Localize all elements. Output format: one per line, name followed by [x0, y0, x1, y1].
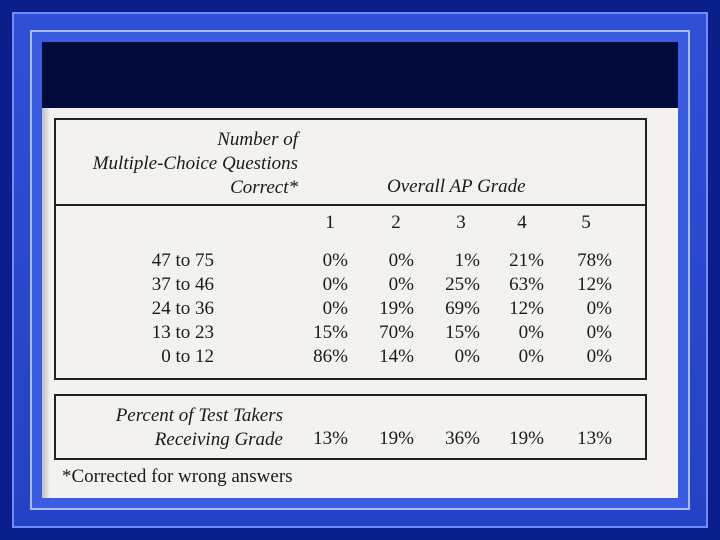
- summary-label-line: Receiving Grade: [154, 429, 283, 450]
- table-cell: 12%: [509, 298, 544, 319]
- row-header-line: Number of: [217, 129, 298, 150]
- summary-table-border: [54, 394, 647, 460]
- table-cell: 14%: [379, 346, 414, 367]
- header-divider: [54, 204, 647, 206]
- summary-label-line: Percent of Test Takers: [115, 405, 283, 426]
- score-range-label: 0 to 12: [161, 346, 214, 367]
- score-range-label: 47 to 75: [151, 250, 214, 271]
- table-cell: 0%: [586, 346, 612, 367]
- row-header-label: Number of Multiple-Choice Questions Corr…: [68, 128, 298, 200]
- score-range-label: 37 to 46: [151, 274, 214, 295]
- table-cell: 0%: [322, 274, 348, 295]
- summary-label: Percent of Test Takers Receiving Grade: [68, 404, 283, 452]
- table-cell: 15%: [445, 322, 480, 343]
- summary-cell: 13%: [577, 428, 612, 449]
- table-cell: 0%: [518, 322, 544, 343]
- summary-cell: 19%: [509, 428, 544, 449]
- table-cell: 0%: [322, 298, 348, 319]
- table-cell: 86%: [313, 346, 348, 367]
- table-cell: 1%: [454, 250, 480, 271]
- table-cell: 69%: [445, 298, 480, 319]
- table-cell: 78%: [577, 250, 612, 271]
- table-cell: 0%: [388, 250, 414, 271]
- table-cell: 19%: [379, 298, 414, 319]
- row-header-line: Correct*: [230, 177, 298, 198]
- column-group-header: Overall AP Grade: [387, 176, 526, 197]
- table-cell: 0%: [454, 346, 480, 367]
- summary-cell: 13%: [313, 428, 348, 449]
- table-cell: 21%: [509, 250, 544, 271]
- table-cell: 0%: [518, 346, 544, 367]
- score-range-label: 13 to 23: [151, 322, 214, 343]
- row-header-line: Multiple-Choice Questions: [92, 153, 298, 174]
- table-cell: 63%: [509, 274, 544, 295]
- footnote: *Corrected for wrong answers: [62, 466, 293, 487]
- score-range-label: 24 to 36: [151, 298, 214, 319]
- table-cell: 70%: [379, 322, 414, 343]
- table-cell: 12%: [577, 274, 612, 295]
- scanned-page-edge: [42, 108, 50, 498]
- grade-column-header: 3: [456, 212, 466, 233]
- summary-cell: 36%: [445, 428, 480, 449]
- table-cell: 0%: [388, 274, 414, 295]
- table-cell: 25%: [445, 274, 480, 295]
- grade-column-header: 2: [391, 212, 401, 233]
- score-table-border: [54, 118, 647, 380]
- summary-cell: 19%: [379, 428, 414, 449]
- grade-column-header: 1: [325, 212, 335, 233]
- table-cell: 0%: [586, 322, 612, 343]
- table-cell: 0%: [322, 250, 348, 271]
- table-cell: 0%: [586, 298, 612, 319]
- slide-panel: Number of Multiple-Choice Questions Corr…: [42, 42, 678, 498]
- table-cell: 15%: [313, 322, 348, 343]
- grade-column-header: 4: [517, 212, 527, 233]
- grade-column-header: 5: [581, 212, 591, 233]
- slide-title-band: [42, 42, 678, 108]
